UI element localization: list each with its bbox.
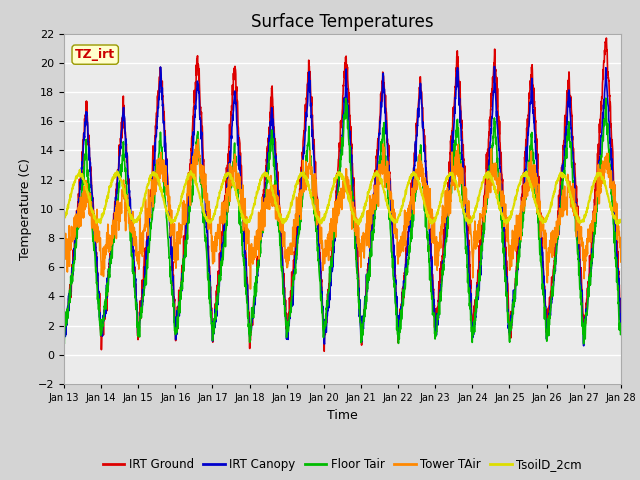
Legend: IRT Ground, IRT Canopy, Floor Tair, Tower TAir, TsoilD_2cm: IRT Ground, IRT Canopy, Floor Tair, Towe… bbox=[98, 454, 587, 476]
Y-axis label: Temperature (C): Temperature (C) bbox=[19, 158, 32, 260]
X-axis label: Time: Time bbox=[327, 408, 358, 421]
Text: TZ_irt: TZ_irt bbox=[75, 48, 115, 61]
Title: Surface Temperatures: Surface Temperatures bbox=[251, 12, 434, 31]
